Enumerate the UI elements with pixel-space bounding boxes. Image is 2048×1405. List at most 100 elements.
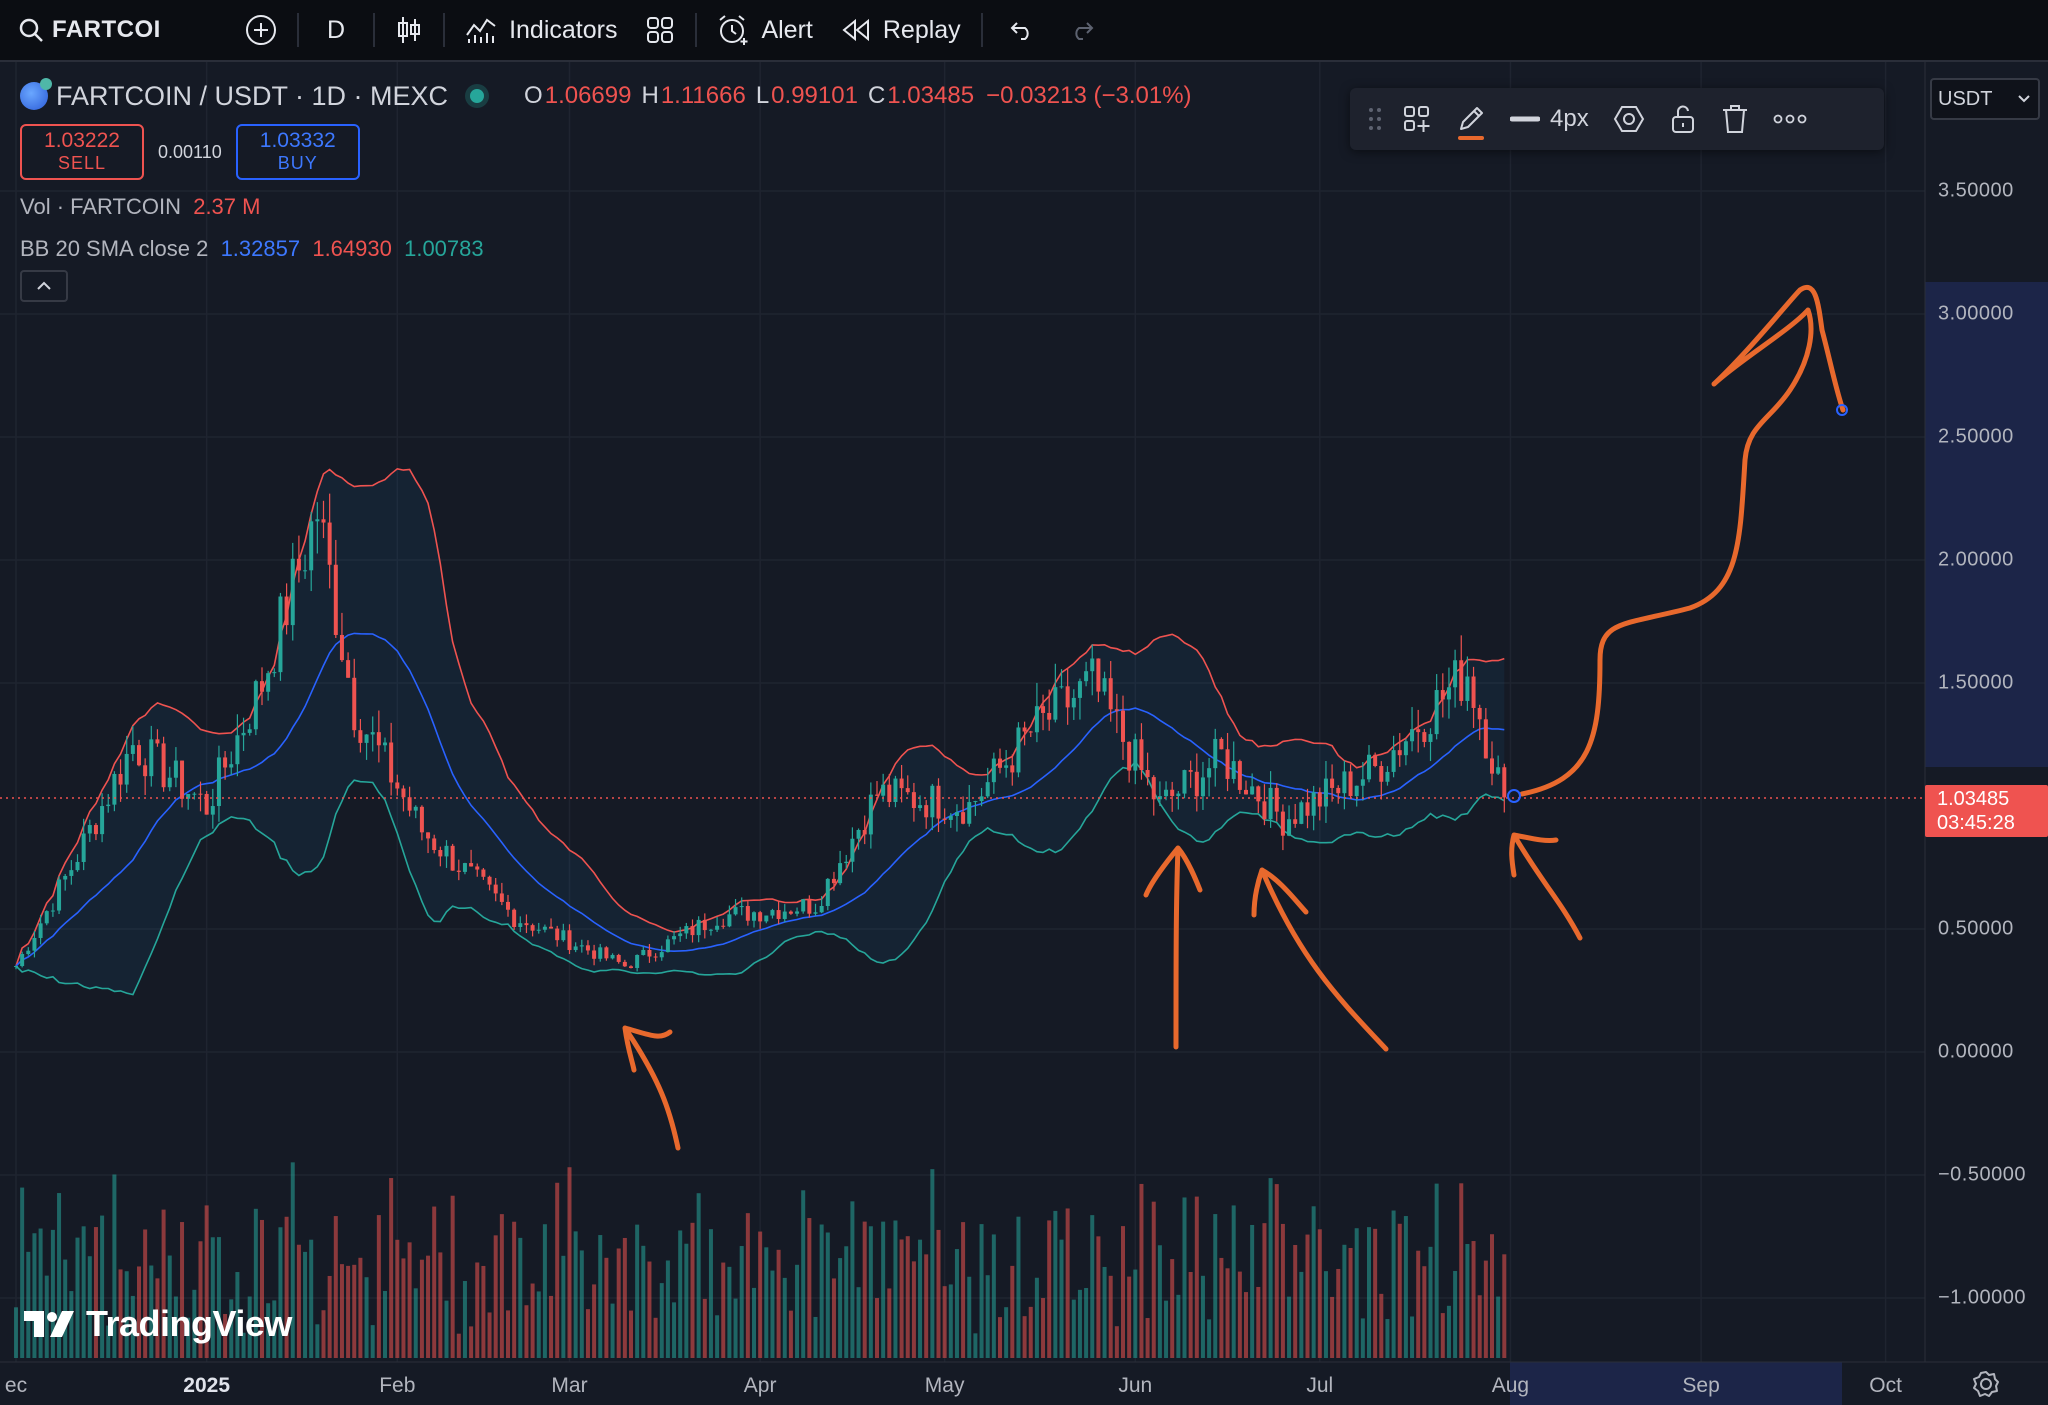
delete-button[interactable] — [1709, 88, 1761, 150]
drag-handle-icon — [1369, 108, 1381, 130]
hand-drawn-annotations[interactable] — [622, 285, 1848, 1151]
redo-icon — [1075, 22, 1094, 40]
volume-bar — [555, 1182, 560, 1358]
chart-settings-button[interactable] — [1972, 1370, 2000, 1403]
buy-button[interactable]: 1.03332 BUY — [235, 124, 360, 180]
interval-button[interactable]: D — [327, 15, 346, 44]
volume-legend[interactable]: Vol · FARTCOIN 2.37 M — [20, 194, 1192, 220]
candle-body — [1311, 792, 1316, 816]
add-circle-icon — [246, 15, 276, 45]
unlock-icon — [1671, 105, 1694, 133]
volume-bar — [954, 1249, 959, 1358]
volume-bar — [456, 1333, 461, 1358]
undo-button[interactable] — [989, 0, 1055, 61]
candle-body — [512, 909, 517, 928]
chart-type-button[interactable] — [381, 0, 437, 61]
candle-body — [1041, 706, 1046, 713]
gear-icon — [1973, 1371, 1999, 1397]
candle-body — [1459, 660, 1464, 701]
volume-bar — [303, 1251, 308, 1358]
candle-body — [426, 832, 431, 839]
price-chart[interactable] — [0, 62, 2048, 1405]
candle-body — [272, 672, 277, 674]
volume-bar — [875, 1298, 879, 1358]
close-value: 1.03485 — [887, 82, 975, 109]
volume-bar — [444, 1300, 449, 1358]
volume-bar — [911, 1261, 916, 1358]
candle-body — [38, 923, 43, 938]
line-color-button[interactable] — [1444, 88, 1498, 150]
settings-button[interactable] — [1601, 88, 1657, 150]
candle-body — [875, 794, 879, 796]
volume-bar — [1090, 1215, 1095, 1358]
candle-body — [1323, 778, 1328, 807]
volume-bar — [561, 1255, 566, 1358]
more-options-button[interactable] — [1761, 88, 1819, 150]
candle-body — [112, 773, 117, 805]
candle-body — [401, 788, 406, 798]
candle-body — [1379, 766, 1384, 782]
volume-bar — [604, 1257, 609, 1358]
volume-bar — [432, 1206, 437, 1358]
rewind-icon — [842, 18, 869, 42]
candle-body — [137, 745, 141, 766]
candle-body — [1354, 785, 1359, 797]
volume-bar — [235, 1272, 240, 1358]
candle-body — [1053, 687, 1058, 720]
add-template-button[interactable] — [1390, 88, 1444, 150]
volume-bar — [616, 1248, 621, 1358]
candle-body — [592, 950, 597, 959]
volume-bars — [14, 1162, 1507, 1358]
volume-bar — [1028, 1306, 1033, 1358]
candle-body — [383, 742, 387, 746]
candle-body — [321, 519, 326, 523]
candle-body — [57, 879, 62, 911]
symbol-search[interactable]: FARTCOI — [0, 0, 231, 61]
bollinger-band-fill — [16, 468, 1505, 995]
volume-bar — [924, 1254, 929, 1358]
compare-symbol-button[interactable] — [231, 0, 291, 61]
sell-button[interactable]: 1.03222 SELL — [20, 124, 144, 180]
volume-bar — [967, 1276, 972, 1358]
collapse-legend-button[interactable] — [20, 270, 68, 302]
candle-body — [118, 773, 123, 785]
symbol-title[interactable]: FARTCOIN / USDT · 1D · MEXC — [56, 80, 449, 111]
candle-body — [1059, 686, 1064, 688]
line-width-button[interactable]: 4px — [1498, 88, 1601, 150]
currency-select[interactable]: USDT — [1930, 78, 2040, 120]
candle-body — [106, 804, 111, 807]
candle-body — [1287, 819, 1292, 836]
drag-handle[interactable] — [1360, 88, 1390, 150]
candle-body — [770, 910, 775, 916]
indicators-button[interactable]: Indicators — [451, 0, 631, 61]
candle-body — [358, 730, 363, 743]
volume-bar — [1410, 1316, 1415, 1358]
layouts-button[interactable] — [631, 0, 689, 61]
candle-body — [1502, 767, 1507, 798]
volume-bar — [1004, 1307, 1009, 1358]
volume-bar — [530, 1283, 535, 1358]
tradingview-watermark[interactable]: TradingView — [22, 1303, 292, 1345]
candle-body — [518, 923, 523, 928]
volume-bar — [782, 1277, 787, 1358]
candle-body — [180, 760, 185, 799]
volume-bar — [253, 1208, 258, 1358]
alert-button[interactable]: Alert — [703, 0, 826, 61]
bollinger-legend[interactable]: BB 20 SMA close 2 1.32857 1.64930 1.0078… — [20, 236, 1192, 262]
redo-button[interactable] — [1055, 0, 1109, 61]
candle-body — [63, 875, 68, 880]
candle-body — [1102, 678, 1107, 692]
candle-body — [1244, 789, 1248, 795]
line-width-label: 4px — [1550, 105, 1589, 132]
replay-button[interactable]: Replay — [827, 0, 975, 61]
candle-body — [370, 732, 375, 735]
volume-bar — [389, 1178, 394, 1358]
volume-bar — [1256, 1286, 1261, 1358]
volume-bar — [1323, 1271, 1328, 1358]
candle-body — [167, 777, 172, 788]
volume-bar — [1422, 1266, 1427, 1358]
volume-bar — [352, 1264, 357, 1358]
lock-button[interactable] — [1657, 88, 1709, 150]
volume-bar — [690, 1222, 695, 1358]
candle-body — [831, 878, 836, 884]
